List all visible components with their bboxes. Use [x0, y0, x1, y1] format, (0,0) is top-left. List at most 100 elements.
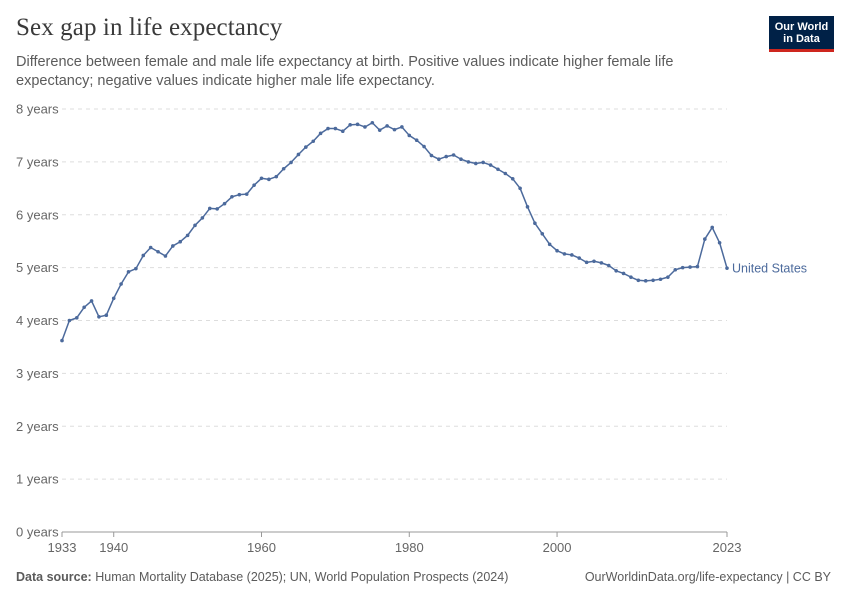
- data-point: [614, 269, 618, 273]
- data-point: [348, 123, 352, 127]
- data-point: [193, 223, 197, 228]
- x-tick-label: 1933: [48, 540, 77, 555]
- data-point: [82, 305, 86, 310]
- data-point: [666, 275, 670, 279]
- data-point: [703, 237, 707, 241]
- data-point: [304, 145, 308, 149]
- data-point: [414, 138, 419, 142]
- data-point: [119, 282, 123, 286]
- data-point: [481, 160, 485, 165]
- logo-line-2: in Data: [783, 33, 820, 45]
- data-source-text[interactable]: Human Mortality Database (2025); UN, Wor…: [95, 570, 509, 584]
- x-tick-label: 1940: [99, 540, 128, 555]
- data-point: [636, 278, 641, 283]
- data-point: [289, 160, 293, 165]
- data-point: [326, 126, 330, 131]
- data-point: [473, 161, 478, 166]
- data-point: [215, 207, 219, 211]
- y-tick-label: 2 years: [16, 419, 59, 434]
- x-tick-label: 2000: [543, 540, 572, 555]
- data-point: [141, 253, 146, 258]
- data-point: [89, 299, 94, 303]
- data-point: [207, 206, 212, 211]
- data-point: [74, 316, 79, 320]
- data-source-label: Data source:: [16, 570, 92, 584]
- data-point: [466, 160, 471, 164]
- data-point: [429, 153, 434, 158]
- data-point: [148, 245, 153, 250]
- data-point: [171, 244, 175, 248]
- data-point: [592, 259, 596, 264]
- data-point: [267, 177, 271, 182]
- data-point: [688, 265, 692, 269]
- data-point: [570, 253, 574, 257]
- y-tick-label: 5 years: [16, 260, 59, 275]
- data-point: [407, 133, 412, 138]
- data-source: Data source: Human Mortality Database (2…: [16, 570, 508, 584]
- data-point: [156, 249, 160, 254]
- data-point: [643, 279, 648, 283]
- data-point: [185, 233, 190, 238]
- line-chart: 0 years 1 years 2 years 3 years 4 years 5 yea…: [16, 102, 807, 556]
- data-point: [200, 216, 205, 220]
- data-point: [488, 163, 493, 167]
- data-point: [680, 265, 685, 270]
- data-point: [392, 127, 397, 132]
- x-tick-label: 1980: [395, 540, 424, 555]
- data-point: [540, 231, 545, 236]
- gridlines: [62, 108, 727, 533]
- data-point: [451, 153, 456, 157]
- data-point: [230, 194, 234, 199]
- data-point: [363, 125, 367, 129]
- series-line: [61, 122, 728, 341]
- data-point: [244, 192, 249, 196]
- data-point: [296, 152, 301, 157]
- data-point: [370, 120, 375, 125]
- data-point: [717, 240, 722, 245]
- data-point: [562, 252, 567, 256]
- data-point: [725, 266, 729, 270]
- data-point: [533, 221, 537, 226]
- data-point: [259, 176, 264, 181]
- data-point: [252, 183, 256, 187]
- data-point: [355, 122, 360, 127]
- y-tick-label: 0 years: [16, 525, 59, 540]
- data-point: [67, 318, 72, 323]
- data-point: [651, 278, 655, 283]
- data-point: [281, 166, 286, 171]
- license-link[interactable]: OurWorldinData.org/life-expectancy | CC …: [584, 570, 831, 584]
- y-tick-label: 3 years: [16, 366, 59, 381]
- data-point: [518, 186, 522, 191]
- data-point: [333, 126, 338, 131]
- data-point: [658, 277, 663, 282]
- data-point: [163, 254, 168, 258]
- owid-logo[interactable]: Our World in Data: [769, 16, 834, 52]
- data-point: [525, 205, 530, 209]
- data-point: [385, 124, 389, 128]
- data-point: [710, 225, 715, 230]
- y-tick-label: 4 years: [16, 313, 59, 328]
- data-point: [547, 242, 552, 247]
- logo-line-1: Our World: [774, 21, 829, 33]
- data-point: [422, 144, 426, 149]
- data-point: [274, 174, 279, 179]
- data-point: [178, 239, 183, 244]
- chart-subtitle: Difference between female and male life …: [16, 54, 674, 89]
- data-point: [222, 201, 227, 206]
- data-point: [318, 131, 323, 136]
- data-point: [503, 171, 508, 176]
- y-axis: 0 years 1 years 2 years 3 years 4 years 5 yea…: [16, 102, 59, 540]
- data-point: [311, 139, 316, 144]
- data-point: [60, 338, 64, 343]
- x-tick-label: 1960: [247, 540, 276, 555]
- data-point: [621, 271, 626, 276]
- data-point: [134, 266, 138, 271]
- data-point: [111, 296, 116, 301]
- data-point: [237, 192, 242, 197]
- series-layer: United States: [60, 120, 807, 343]
- data-point: [629, 275, 633, 279]
- y-tick-label: 6 years: [16, 207, 59, 222]
- y-tick-label: 1 years: [16, 472, 59, 487]
- series-label: United States: [732, 262, 807, 276]
- y-tick-label: 7 years: [16, 154, 59, 169]
